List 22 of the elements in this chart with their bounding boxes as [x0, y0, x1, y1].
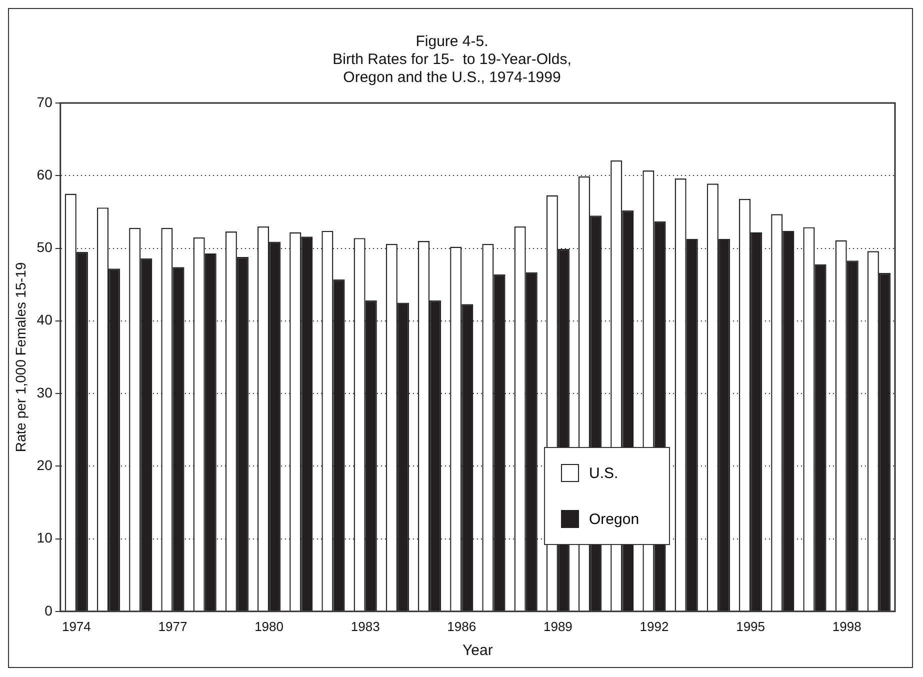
y-tick-label: 30: [36, 384, 53, 400]
y-tick-label: 50: [36, 239, 53, 256]
x-tick-label: 1992: [640, 618, 669, 634]
y-axis-title: Rate per 1,000 Females 15-19: [12, 262, 28, 452]
x-tick-label: 1998: [832, 618, 862, 634]
y-tick-label: 10: [36, 530, 53, 546]
y-tick-label: 20: [36, 457, 53, 473]
x-tick-label: 1995: [736, 618, 766, 634]
x-tick-label: 1989: [543, 618, 572, 634]
y-tick-label: 60: [36, 166, 53, 182]
x-axis-title: Year: [462, 642, 493, 660]
y-tick-label: 70: [36, 94, 53, 110]
x-tick-label: 1986: [447, 618, 476, 634]
x-tick-label: 1974: [62, 618, 91, 634]
x-tick-label: 1980: [254, 618, 284, 634]
chart-title: Figure 4-5. Birth Rates for 15- to 19-Year-Olds, Oregon and the U.S., 1974-1999: [332, 33, 572, 86]
legend-label: Oregon: [589, 510, 640, 528]
y-tick-label: 40: [36, 312, 53, 328]
x-tick-label: 1983: [350, 618, 380, 634]
legend-label: U.S.: [589, 464, 618, 482]
x-tick-label: 1977: [158, 618, 188, 634]
y-tick-label: 0: [44, 602, 53, 618]
